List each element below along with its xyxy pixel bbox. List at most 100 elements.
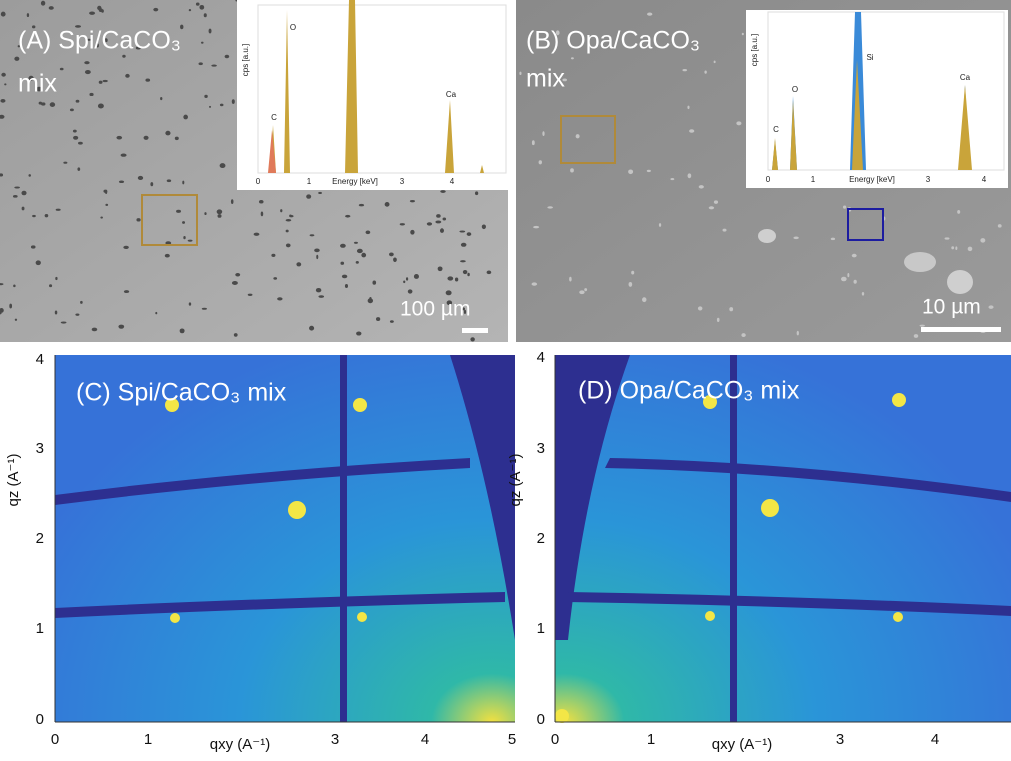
particle — [646, 169, 651, 173]
particle — [913, 334, 919, 338]
particle — [165, 130, 171, 136]
detector-gap — [450, 355, 515, 640]
particle — [155, 311, 158, 315]
particles — [519, 12, 1002, 338]
particle — [697, 306, 703, 311]
particle — [670, 178, 675, 181]
particle — [96, 43, 99, 48]
particle — [980, 238, 986, 243]
particle — [447, 276, 454, 281]
particle — [104, 38, 108, 43]
particle — [842, 205, 847, 209]
particle — [89, 11, 96, 15]
particle — [658, 223, 662, 227]
particle — [271, 253, 276, 257]
particle — [355, 260, 359, 264]
inset-tick: 1 — [307, 177, 312, 186]
particle — [211, 64, 217, 67]
particle — [519, 71, 522, 76]
particle — [183, 236, 186, 240]
particle — [830, 237, 836, 241]
particle — [97, 103, 104, 109]
edx-inset: cps [a.u.] 0 1 Energy [keV] 3 4 C O Ca — [237, 0, 510, 190]
diffraction-image — [55, 355, 515, 722]
particle — [224, 54, 230, 59]
particle — [258, 199, 264, 204]
particle — [722, 228, 727, 232]
particle — [198, 62, 203, 66]
particle — [231, 281, 238, 286]
region-box — [847, 208, 884, 241]
x-tick-label: 0 — [551, 731, 559, 748]
spot — [357, 612, 367, 622]
particle — [474, 191, 479, 196]
particle — [0, 308, 4, 313]
inset-tick: 0 — [766, 175, 771, 184]
inset-bg — [237, 0, 510, 190]
particle — [729, 307, 734, 312]
x-tick-label: 4 — [421, 731, 429, 748]
particle — [118, 180, 125, 184]
particle — [72, 129, 77, 133]
particle — [180, 24, 184, 30]
spectrum — [268, 130, 276, 173]
spot — [892, 393, 906, 407]
x-tick-label: 3 — [331, 731, 339, 748]
particle — [135, 46, 141, 50]
particle — [306, 194, 312, 199]
x-tick-label: 3 — [836, 731, 844, 748]
y-tick-label: 0 — [36, 711, 44, 728]
inset-tick: 4 — [982, 175, 987, 184]
particle — [309, 234, 315, 237]
particle — [841, 276, 847, 282]
particle — [235, 273, 241, 277]
particle — [102, 79, 108, 83]
y-axis-label: qz (A⁻¹) — [507, 454, 524, 507]
particle — [69, 108, 74, 112]
inset-tick: 4 — [450, 177, 455, 186]
particle — [105, 203, 109, 207]
particle — [273, 277, 278, 280]
particle — [356, 331, 362, 336]
particle — [84, 61, 90, 65]
region-box — [560, 115, 616, 164]
spectrum — [772, 60, 1004, 170]
particle — [988, 305, 994, 309]
particle — [219, 163, 226, 169]
particle — [579, 290, 585, 295]
particle — [361, 252, 367, 258]
particle — [118, 324, 125, 329]
particle — [21, 190, 27, 196]
particle — [904, 252, 936, 272]
particle — [407, 289, 413, 294]
particle — [642, 297, 647, 303]
particle — [116, 135, 123, 140]
panel-label: (C) Spi/CaCO₃ mix — [76, 379, 287, 407]
particle — [531, 282, 538, 286]
particle — [967, 246, 973, 252]
particle — [30, 245, 36, 249]
peak-label: Ca — [960, 73, 971, 82]
particle — [436, 214, 441, 218]
particle — [260, 211, 264, 217]
particle — [54, 310, 58, 315]
peak-label: C — [271, 113, 277, 122]
particle — [73, 135, 79, 140]
panel-label: (A) Spi/CaCO₃ — [18, 27, 181, 55]
y-tick-label: 0 — [537, 711, 545, 728]
x-tick-label: 5 — [508, 731, 516, 748]
particle — [150, 182, 154, 187]
particle — [60, 321, 67, 324]
particle — [41, 102, 46, 106]
particle — [201, 307, 207, 310]
particle — [345, 214, 351, 218]
particle — [440, 190, 446, 193]
particle — [182, 180, 185, 185]
inset-y-label: cps [a.u.] — [241, 44, 250, 76]
particle — [569, 276, 572, 282]
particle — [120, 153, 127, 157]
detector-gap — [730, 355, 737, 722]
particle — [459, 230, 466, 233]
y-axis-label: qz (A⁻¹) — [5, 454, 22, 507]
particle — [847, 273, 850, 278]
